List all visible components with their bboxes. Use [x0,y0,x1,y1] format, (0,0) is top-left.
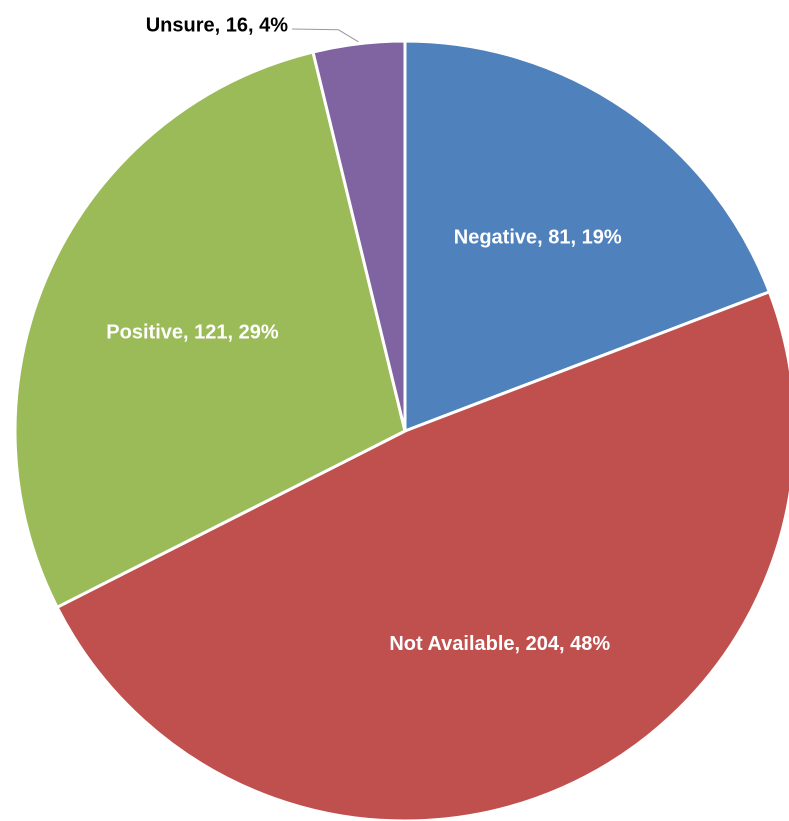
pie-slice [311,39,407,432]
leader-line [291,28,359,43]
pie-slice [13,50,407,610]
pie-slice [403,39,772,434]
data-label: Not Available, 204, 48% [389,633,610,655]
pie-slice [55,289,789,821]
data-label: Negative, 81, 19% [454,227,622,249]
data-label: Positive, 121, 29% [106,321,279,343]
data-label: Unsure, 16, 4% [146,14,289,36]
